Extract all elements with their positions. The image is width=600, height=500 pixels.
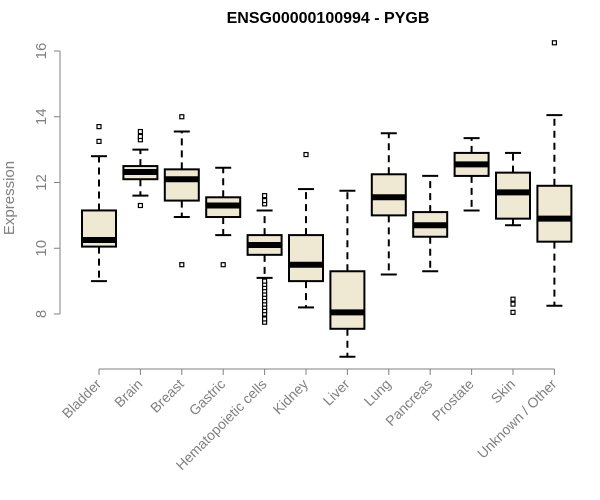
outlier-point <box>303 151 309 158</box>
outlier-point <box>96 138 102 145</box>
iqr-box <box>495 171 531 220</box>
iqr-box <box>163 168 200 202</box>
box-group-prostate <box>453 137 490 212</box>
iqr-box <box>536 184 573 243</box>
y-tick-label: 8 <box>33 310 50 318</box>
x-category-label: Skin <box>488 376 519 407</box>
outlier-point <box>137 128 143 135</box>
outlier-point <box>137 202 143 209</box>
outlier-point <box>510 301 516 307</box>
outlier-point <box>179 114 185 120</box>
box-group-brain <box>122 128 159 209</box>
iqr-box <box>329 270 366 330</box>
outlier-point <box>262 316 268 322</box>
y-tick-label: 16 <box>33 43 50 60</box>
box-group-gastric <box>205 166 242 268</box>
outlier-point <box>96 124 102 130</box>
box-group-liver <box>329 189 366 358</box>
chart-title: ENSG00000100994 - PYGB <box>227 10 430 27</box>
y-tick-label: 10 <box>33 240 50 257</box>
outlier-point <box>510 296 516 302</box>
y-tick-label: 14 <box>33 108 50 125</box>
x-category-label: Brain <box>111 376 145 410</box>
outlier-point <box>137 133 143 140</box>
box-group-bladder <box>81 124 117 283</box>
outlier-point <box>262 278 268 284</box>
x-category-label: Kidney <box>270 376 312 418</box>
box-group-pancreas <box>412 174 449 273</box>
box-group-unknown-other <box>536 40 573 307</box>
x-category-label: Unknown / Other <box>474 376 560 462</box>
x-category-label: Bladder <box>59 376 105 422</box>
box-group-kidney <box>288 151 324 309</box>
x-category-label: Breast <box>147 376 187 416</box>
box-series <box>81 40 573 358</box>
x-category-label: Prostate <box>429 376 477 424</box>
x-category-label: Liver <box>320 376 353 409</box>
outlier-point <box>179 262 185 268</box>
y-tick-label: 12 <box>33 174 50 191</box>
outlier-point <box>220 262 226 268</box>
outlier-point <box>551 40 558 46</box>
iqr-box <box>288 234 324 283</box>
box-group-hematopoietic-cells <box>246 193 283 325</box>
box-group-breast <box>163 114 200 268</box>
y-axis-label: Expression <box>1 161 18 235</box>
outlier-point <box>262 193 268 199</box>
y-axis: 8 10 12 14 16 <box>33 43 61 318</box>
outlier-point <box>262 197 268 204</box>
box-group-lung <box>370 132 407 276</box>
x-category-label: Lung <box>361 376 394 409</box>
outlier-point <box>510 309 516 315</box>
box-group-skin <box>495 151 531 315</box>
